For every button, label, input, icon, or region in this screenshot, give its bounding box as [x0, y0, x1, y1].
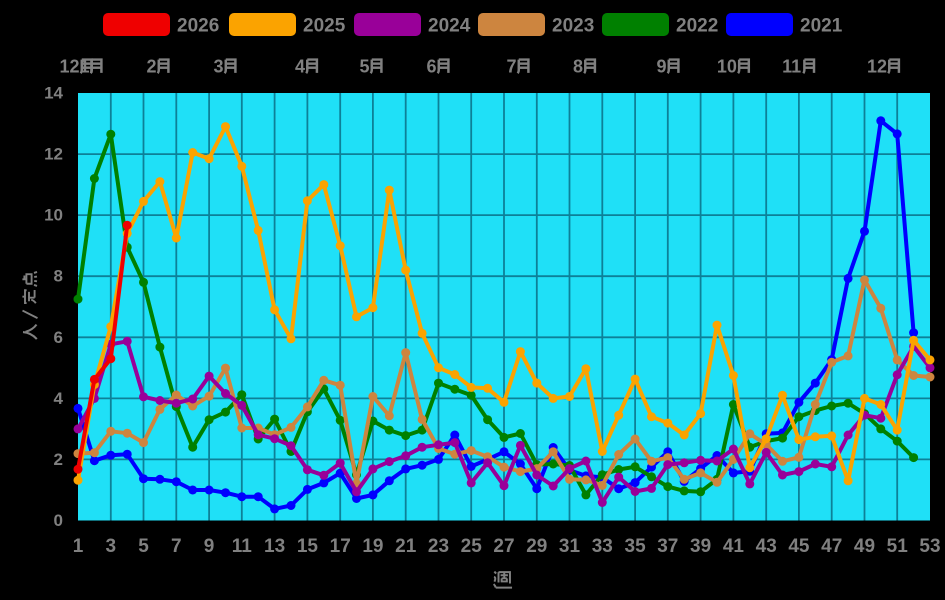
svg-text:21: 21 [395, 536, 417, 557]
svg-text:2: 2 [54, 450, 63, 469]
svg-text:35: 35 [625, 536, 647, 557]
svg-text:12: 12 [867, 57, 887, 77]
svg-text:12: 12 [60, 57, 80, 77]
svg-text:2023: 2023 [552, 16, 594, 37]
svg-text:39: 39 [690, 536, 711, 557]
svg-text:1: 1 [80, 57, 90, 77]
svg-text:19: 19 [362, 536, 383, 557]
svg-text:9: 9 [204, 536, 215, 557]
svg-text:5: 5 [360, 57, 370, 77]
svg-text:7: 7 [507, 57, 517, 77]
svg-text:4: 4 [54, 389, 64, 408]
svg-text:47: 47 [821, 536, 842, 557]
svg-text:8: 8 [54, 267, 63, 286]
svg-text:0: 0 [54, 511, 63, 530]
svg-text:10: 10 [717, 57, 737, 77]
svg-text:2025: 2025 [303, 16, 346, 37]
svg-text:4: 4 [295, 57, 305, 77]
svg-text:15: 15 [297, 536, 319, 557]
svg-text:33: 33 [592, 536, 613, 557]
svg-text:8: 8 [573, 57, 583, 77]
svg-text:2024: 2024 [428, 16, 471, 37]
svg-text:2026: 2026 [177, 16, 219, 37]
svg-text:6: 6 [427, 57, 437, 77]
svg-text:23: 23 [428, 536, 449, 557]
svg-text:25: 25 [461, 536, 483, 557]
svg-text:1: 1 [73, 536, 84, 557]
svg-text:13: 13 [264, 536, 285, 557]
svg-text:3: 3 [106, 536, 117, 557]
svg-text:51: 51 [887, 536, 909, 557]
svg-text:41: 41 [723, 536, 745, 557]
svg-text:17: 17 [330, 536, 351, 557]
svg-text:2: 2 [147, 57, 157, 77]
svg-text:37: 37 [657, 536, 678, 557]
svg-text:2021: 2021 [800, 16, 843, 37]
svg-text:3: 3 [214, 57, 224, 77]
svg-text:14: 14 [44, 84, 63, 103]
svg-text:43: 43 [756, 536, 777, 557]
svg-text:5: 5 [138, 536, 149, 557]
svg-text:45: 45 [788, 536, 810, 557]
svg-text:31: 31 [559, 536, 581, 557]
svg-text:12: 12 [44, 145, 63, 164]
svg-text:53: 53 [919, 536, 940, 557]
svg-text:27: 27 [493, 536, 514, 557]
svg-text:11: 11 [782, 57, 801, 77]
svg-text:29: 29 [526, 536, 547, 557]
svg-text:7: 7 [171, 536, 182, 557]
svg-text:6: 6 [54, 328, 63, 347]
svg-text:11: 11 [232, 536, 253, 557]
svg-text:9: 9 [657, 57, 667, 77]
svg-text:49: 49 [854, 536, 875, 557]
svg-text:10: 10 [44, 206, 63, 225]
svg-text:2022: 2022 [676, 16, 718, 37]
